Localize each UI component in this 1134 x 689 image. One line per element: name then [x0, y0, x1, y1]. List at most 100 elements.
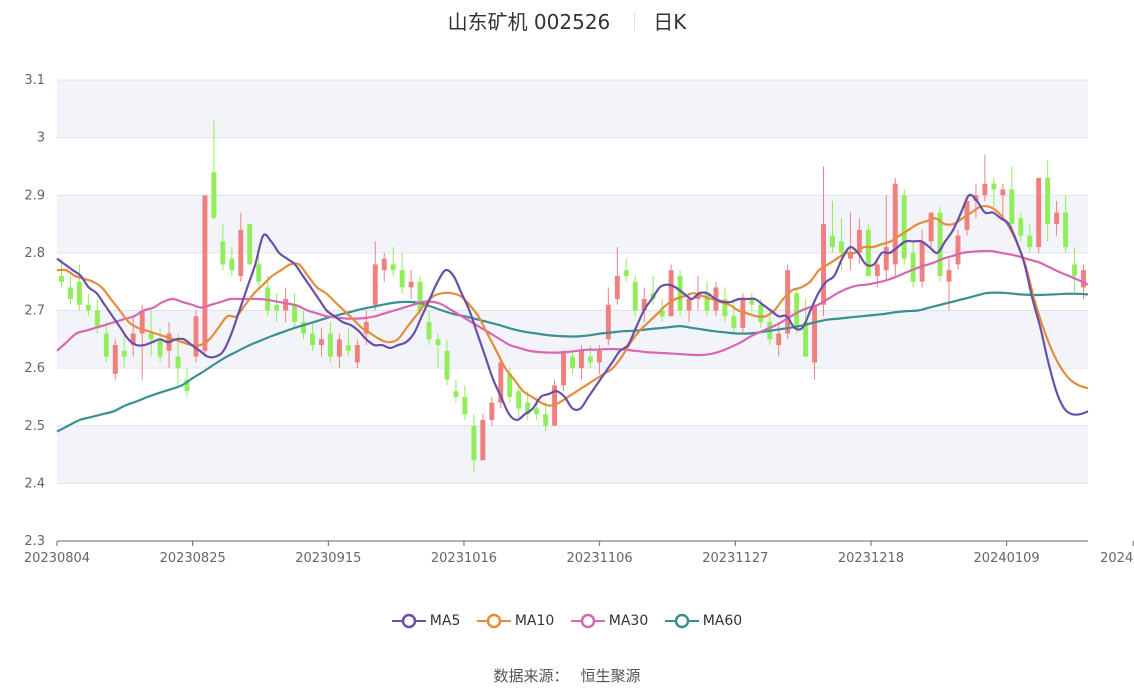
- candle-body: [381, 258, 387, 271]
- candle-body: [516, 391, 522, 409]
- candle-body: [605, 304, 611, 340]
- candle-body: [892, 183, 898, 265]
- candle-body: [776, 333, 782, 346]
- candle-body: [67, 287, 73, 299]
- legend-label-ma10: MA10: [514, 613, 555, 629]
- candle-body: [534, 408, 540, 415]
- candle-body: [480, 419, 486, 461]
- candle-body: [76, 281, 82, 305]
- candle-body: [543, 414, 549, 426]
- candle-body: [1081, 270, 1086, 288]
- y-tick-label: 3: [37, 131, 45, 146]
- chart-title: 山东矿机 002526 日K: [0, 6, 1134, 35]
- y-tick-label: 2.4: [24, 476, 45, 491]
- grid-band: [57, 483, 1088, 541]
- source-value: 恒生聚源: [580, 667, 641, 685]
- candle-body: [112, 345, 118, 374]
- candle-body: [121, 350, 127, 357]
- candle-body: [345, 345, 351, 351]
- candle-body: [85, 304, 91, 311]
- candle-body: [596, 350, 602, 363]
- legend-label-ma60: MA60: [702, 613, 743, 629]
- legend-ma30-icon: [570, 613, 605, 629]
- grid-band: [57, 425, 1088, 484]
- candle-body: [856, 229, 862, 253]
- title-separator: [634, 13, 636, 31]
- candle-body: [919, 241, 925, 282]
- x-tick-label: 20231218: [838, 551, 904, 566]
- candle-body: [821, 224, 826, 305]
- legend-item-ma5[interactable]: MA5: [391, 613, 460, 629]
- grid-band: [57, 252, 1088, 311]
- legend-ma10-icon: [476, 613, 511, 629]
- candle-body: [722, 298, 728, 317]
- candle-body: [758, 304, 764, 323]
- y-tick-label: 2.3: [24, 534, 45, 549]
- candle-body: [489, 402, 495, 420]
- candle-body: [157, 339, 163, 357]
- candle-body: [94, 310, 100, 328]
- candle-body: [426, 322, 432, 340]
- candle-body: [946, 270, 952, 282]
- ma5-line: [56, 193, 1089, 422]
- grid-band: [57, 137, 1088, 196]
- candle-body: [695, 293, 701, 299]
- candle-body: [310, 333, 315, 346]
- candle-body: [211, 172, 217, 219]
- y-tick-label: 2.7: [24, 304, 45, 319]
- candle-body: [659, 310, 665, 317]
- candle-body: [901, 195, 907, 259]
- legend-item-ma60[interactable]: MA60: [664, 613, 743, 629]
- candle-body: [354, 345, 360, 363]
- candle-body: [525, 402, 531, 415]
- candle-body: [498, 362, 504, 403]
- candle-body: [677, 275, 683, 311]
- candle-body: [883, 247, 889, 271]
- candle-body: [704, 293, 710, 311]
- candle-body: [103, 333, 109, 357]
- legend-item-ma30[interactable]: MA30: [570, 613, 649, 629]
- candle-body: [1072, 264, 1078, 276]
- candle-body: [1000, 189, 1006, 196]
- candle-body: [991, 183, 997, 190]
- candle-body: [561, 350, 567, 386]
- candle-body: [229, 258, 235, 271]
- candle-body: [301, 322, 307, 334]
- candle-body: [1027, 235, 1033, 248]
- candle-body: [363, 322, 369, 334]
- candle-body: [874, 264, 880, 276]
- candle-body: [632, 281, 638, 311]
- candle-body: [220, 241, 226, 265]
- candle-body: [937, 212, 943, 276]
- candle-body: [148, 333, 154, 340]
- ma60-line: [56, 291, 1089, 433]
- candle-body: [1018, 218, 1024, 236]
- candle-body: [256, 264, 262, 282]
- candle-body: [830, 235, 835, 248]
- legend-label-ma30: MA30: [608, 613, 649, 629]
- y-tick-label: 2.9: [24, 188, 45, 203]
- y-tick-label: 2.8: [24, 246, 45, 261]
- candle-body: [507, 373, 513, 397]
- candle-body: [139, 310, 145, 334]
- candle-body: [417, 281, 423, 311]
- candle-body: [1063, 212, 1069, 248]
- grid-band: [57, 368, 1088, 426]
- candle-body: [838, 241, 844, 253]
- candle-body: [336, 339, 342, 357]
- period-label[interactable]: 日K: [653, 10, 687, 34]
- candle-body: [686, 298, 692, 311]
- legend: MA5 MA10 MA30 MA60: [0, 613, 1134, 633]
- candle-body: [865, 229, 871, 276]
- candle-body: [175, 356, 181, 369]
- legend-item-ma10[interactable]: MA10: [476, 613, 555, 629]
- candle-body: [578, 350, 584, 369]
- candle-body: [668, 270, 674, 317]
- candle-body: [274, 304, 280, 311]
- candle-body: [184, 379, 190, 392]
- candle-body: [740, 298, 746, 328]
- candle-body: [749, 298, 755, 305]
- grid-band: [57, 80, 1088, 138]
- y-tick-label: 3.1: [24, 73, 45, 88]
- candle-body: [292, 304, 298, 323]
